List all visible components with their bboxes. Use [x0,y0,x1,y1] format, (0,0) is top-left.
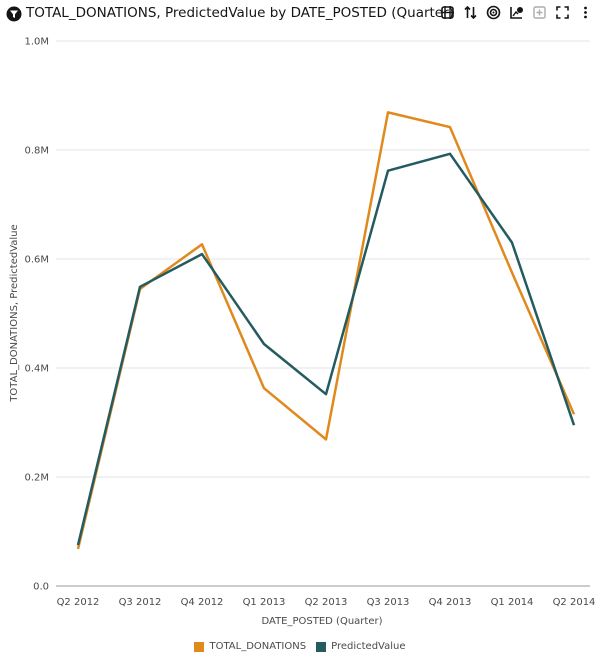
x-axis-title: DATE_POSTED (Quarter) [261,616,382,627]
y-tick-label: 1.0M [24,37,49,48]
legend-swatch-total-donations [194,641,205,652]
data-point-total-donations[interactable] [260,384,268,392]
data-point-predictedvalue[interactable] [74,541,82,549]
data-point-total-donations[interactable] [198,240,206,248]
x-tick-label: Q2 2012 [57,597,100,608]
series-lines [74,108,578,550]
y-tick-label: 0.0 [33,582,49,593]
y-tick-label: 0.6M [24,255,49,266]
add-icon [531,4,548,21]
expand-icon[interactable] [554,4,571,21]
more-options-icon[interactable] [577,4,594,21]
data-point-total-donations[interactable] [446,123,454,131]
x-tick-label: Q2 2013 [305,597,348,608]
data-point-predictedvalue[interactable] [136,283,144,291]
data-point-total-donations[interactable] [384,108,392,116]
series-line-total-donations[interactable] [76,111,576,550]
y-tick-label: 0.2M [24,473,49,484]
data-point-predictedvalue[interactable] [322,390,330,398]
x-tick-label: Q3 2012 [119,597,162,608]
y-axis-ticks: 0.0 0.2M 0.4M 0.6M 0.8M 1.0M [24,37,49,593]
x-tick-label: Q1 2013 [243,597,286,608]
x-tick-label: Q4 2012 [181,597,224,608]
legend-label-total-donations: TOTAL_DONATIONS [209,641,307,652]
data-point-predictedvalue[interactable] [384,167,392,175]
legend-swatch-predicted-value [316,641,327,652]
data-point-predictedvalue[interactable] [446,150,454,158]
chart-settings-icon[interactable] [439,4,456,21]
chart-header: TOTAL_DONATIONS, PredictedValue by DATE_… [0,0,600,30]
grid-lines [56,40,590,587]
data-point-total-donations[interactable] [322,435,330,443]
filter-funnel-icon[interactable] [6,6,22,22]
data-point-predictedvalue[interactable] [508,239,516,247]
y-axis-title: TOTAL_DONATIONS, PredictedValue [9,224,20,402]
x-tick-label: Q2 2014 [553,597,596,608]
y-tick-label: 0.4M [24,364,49,375]
x-tick-label: Q4 2013 [429,597,472,608]
sort-icon[interactable] [462,4,479,21]
data-point-predictedvalue[interactable] [570,421,578,429]
data-point-predictedvalue[interactable] [260,340,268,348]
x-axis-ticks: Q2 2012 Q3 2012 Q4 2012 Q1 2013 Q2 2013 Q3 20… [57,597,596,608]
x-tick-label: Q3 2013 [367,597,410,608]
chart-toolbar [439,4,594,21]
data-point-predictedvalue[interactable] [198,250,206,258]
legend-item-predicted-value[interactable]: PredictedValue [316,641,406,652]
target-icon[interactable] [485,4,502,21]
x-tick-label: Q1 2014 [491,597,534,608]
y-tick-label: 0.8M [24,146,49,157]
legend-label-predicted-value: PredictedValue [331,641,406,652]
legend-item-total-donations[interactable]: TOTAL_DONATIONS [194,641,306,652]
data-point-total-donations[interactable] [508,269,516,277]
explore-chart-icon[interactable] [508,4,525,21]
chart-legend: TOTAL_DONATIONS PredictedValue [0,641,600,652]
series-line-predictedvalue[interactable] [76,152,576,546]
chart-title: TOTAL_DONATIONS, PredictedValue by DATE_… [26,5,454,21]
